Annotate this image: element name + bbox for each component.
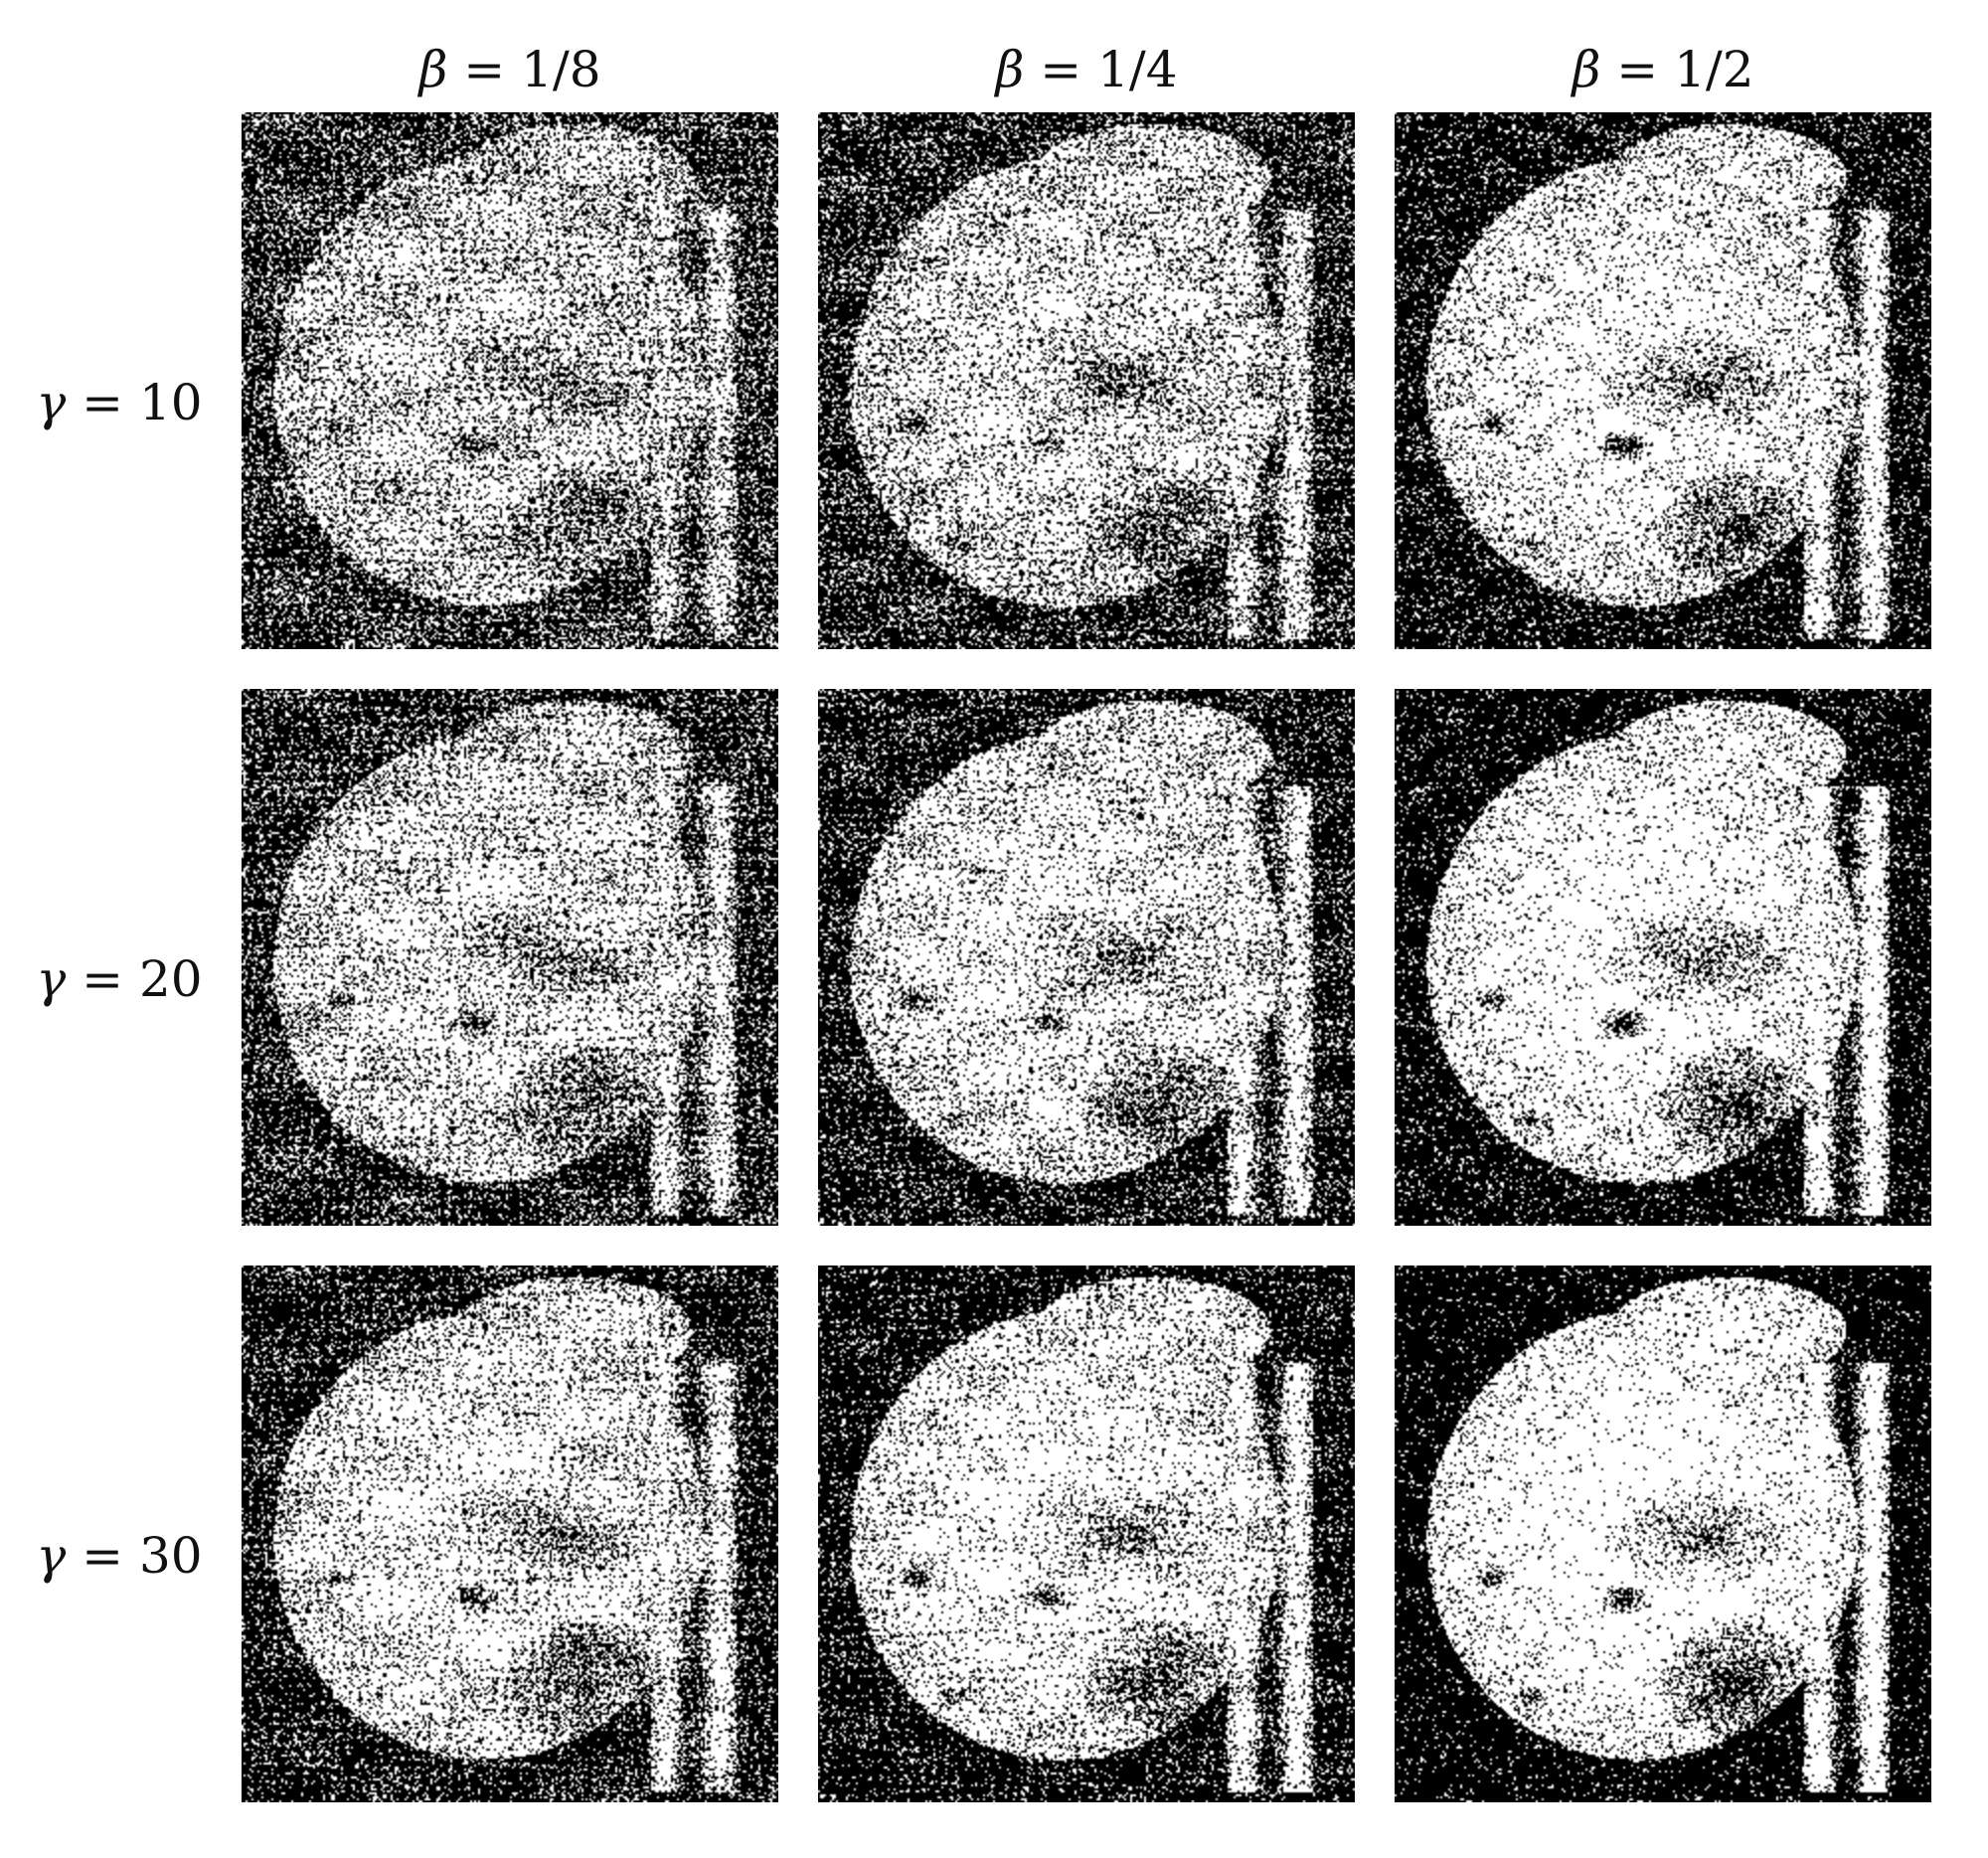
row-label-gamma-20: γ = 20 bbox=[36, 950, 203, 1008]
column-header-beta-1-4: β = 1/4 bbox=[995, 41, 1178, 98]
halftone-image bbox=[1395, 689, 1931, 1226]
halftone-image bbox=[1395, 1266, 1931, 1802]
gamma-value: 10 bbox=[138, 374, 203, 431]
panel-gamma-30-beta-1-8 bbox=[242, 1266, 778, 1802]
halftone-image bbox=[818, 112, 1355, 649]
panel-gamma-10-beta-1-2 bbox=[1395, 112, 1931, 649]
halftone-image bbox=[1395, 112, 1931, 649]
panel-gamma-10-beta-1-4 bbox=[818, 112, 1355, 649]
panel-gamma-20-beta-1-2 bbox=[1395, 689, 1931, 1226]
column-header-beta-1-2: β = 1/2 bbox=[1572, 41, 1754, 98]
halftone-image bbox=[242, 112, 778, 649]
beta-symbol: β bbox=[418, 41, 448, 98]
panel-gamma-30-beta-1-4 bbox=[818, 1266, 1355, 1802]
panel-gamma-20-beta-1-8 bbox=[242, 689, 778, 1226]
row-label-gamma-30: γ = 30 bbox=[36, 1527, 203, 1585]
gamma-symbol: γ bbox=[36, 374, 67, 431]
gamma-symbol: γ bbox=[36, 1527, 67, 1585]
gamma-value: 30 bbox=[138, 1527, 203, 1585]
halftone-image bbox=[242, 689, 778, 1226]
column-header-beta-1-8: β = 1/8 bbox=[418, 41, 601, 98]
row-label-gamma-10: γ = 10 bbox=[36, 374, 203, 431]
gamma-symbol: γ bbox=[36, 950, 67, 1008]
halftone-image bbox=[818, 1266, 1355, 1802]
beta-symbol: β bbox=[1572, 41, 1601, 98]
halftone-image bbox=[818, 689, 1355, 1226]
beta-value: 1/2 bbox=[1674, 41, 1754, 98]
beta-symbol: β bbox=[995, 41, 1025, 98]
panel-gamma-30-beta-1-2 bbox=[1395, 1266, 1931, 1802]
beta-value: 1/4 bbox=[1097, 41, 1178, 98]
panel-gamma-10-beta-1-8 bbox=[242, 112, 778, 649]
halftone-image bbox=[242, 1266, 778, 1802]
beta-value: 1/8 bbox=[521, 41, 601, 98]
panel-gamma-20-beta-1-4 bbox=[818, 689, 1355, 1226]
gamma-value: 20 bbox=[138, 950, 203, 1008]
